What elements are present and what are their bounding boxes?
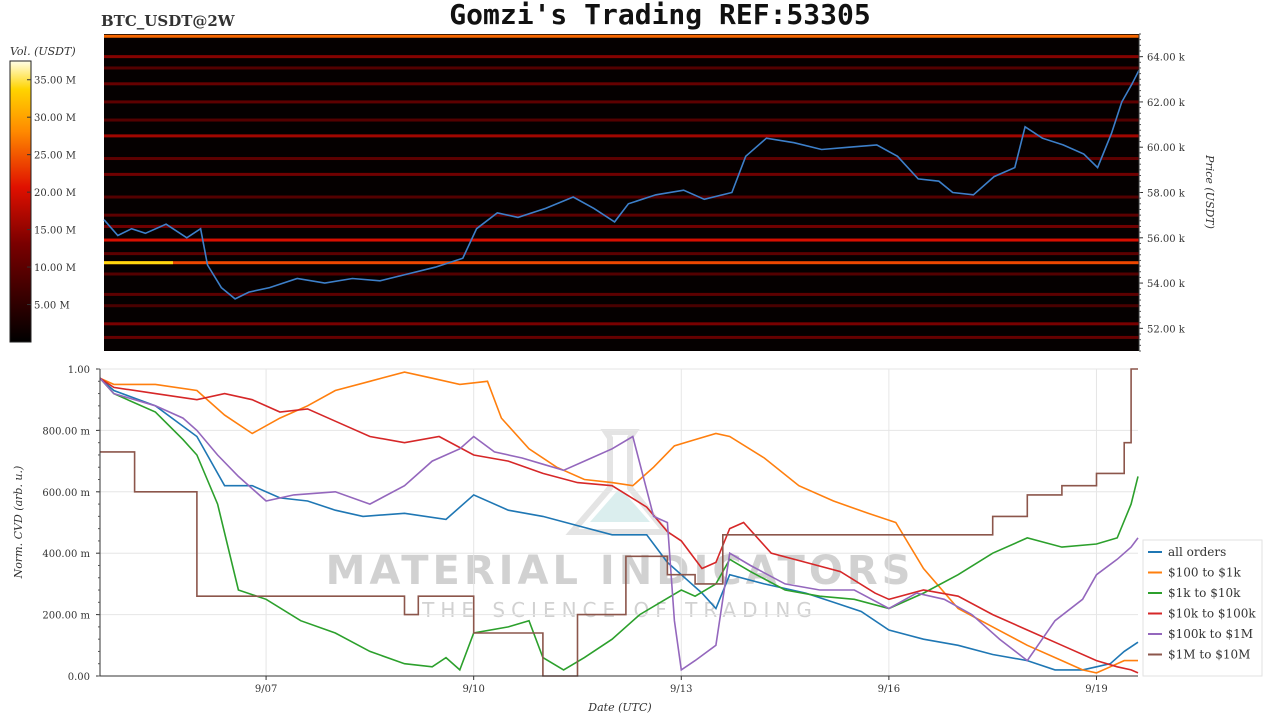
watermark-tagline: THE SCIENCE OF TRADING	[421, 598, 818, 622]
liquidity-level	[104, 252, 1139, 256]
liquidity-level	[104, 82, 1139, 86]
liquidity-level	[104, 238, 1139, 242]
y-tick-label: 600.00 m	[42, 488, 90, 499]
liquidity-level	[104, 55, 1139, 59]
legend: all orders $100 to $1k $1k to $10k $10k to …	[1142, 539, 1263, 677]
series-line	[99, 377, 1139, 671]
colorbar-tick-label: 30.00 M	[34, 113, 76, 124]
liquidity-level	[104, 34, 1139, 38]
liquidity-levels	[104, 34, 1139, 339]
colorbar-tick-label: 35.00 M	[34, 76, 76, 87]
x-tick-label: 9/07	[255, 684, 277, 695]
legend-item: $1k to $10k	[1168, 586, 1241, 600]
liquidity-level	[104, 157, 1139, 161]
legend-box	[1142, 539, 1263, 677]
heatmap-panel: 52.00 k 54.00 k 56.00 k 58.00 k 60.00 k 62.00…	[103, 33, 1216, 352]
legend-item: $100 to $1k	[1168, 566, 1241, 580]
y-tick-label: 400.00 m	[42, 549, 90, 560]
colorbar-label: Vol. (USDT)	[10, 45, 76, 58]
watermark-brand: MATERIAL INDICATORS	[326, 548, 915, 594]
series-line	[99, 371, 1138, 674]
series-line	[99, 377, 1139, 672]
watermark: MATERIAL INDICATORS THE SCIENCE OF TRADI…	[326, 429, 915, 622]
liquidity-level	[104, 292, 1139, 296]
colorbar-tick-label: 10.00 M	[34, 263, 76, 274]
series-line	[100, 368, 1138, 677]
liquidity-level	[104, 272, 1139, 276]
x-tick-label: 9/10	[462, 684, 484, 695]
page-title: Gomzi's Trading REF:53305	[449, 0, 870, 31]
liquidity-level	[104, 335, 1139, 339]
colorbar-tick-label: 15.00 M	[34, 226, 76, 237]
legend-item: $10k to $100k	[1168, 607, 1256, 621]
colorbar-ticks: 5.00 M 10.00 M 15.00 M 20.00 M 25.00 M 30.00 …	[27, 76, 76, 312]
liquidity-level	[104, 304, 1139, 308]
liquidity-level	[104, 100, 1139, 104]
y-tick-label: 800.00 m	[42, 426, 90, 437]
price-axis: 52.00 k 54.00 k 56.00 k 58.00 k 60.00 k 62.00…	[1138, 33, 1186, 352]
price-tick-label: 64.00 k	[1147, 53, 1186, 64]
liquidity-level	[104, 134, 1139, 138]
y-tick-label: 0.00	[68, 672, 90, 683]
liquidity-level	[104, 213, 1139, 217]
flask-liquid-icon	[590, 490, 650, 522]
price-tick-label: 58.00 k	[1147, 189, 1186, 200]
colorbar-gradient	[9, 60, 32, 343]
liquidity-level	[104, 261, 173, 265]
colorbar-tick-label: 5.00 M	[34, 301, 70, 312]
liquidity-level	[104, 322, 1139, 326]
y-tick-label: 1.00	[68, 365, 90, 376]
liquidity-level	[104, 224, 1139, 228]
liquidity-level	[104, 66, 1139, 70]
heatmap-background	[104, 34, 1139, 351]
series-line	[99, 377, 1139, 674]
cvd-grid	[100, 368, 1138, 677]
liquidity-level	[104, 261, 1139, 265]
liquidity-level	[104, 195, 1139, 199]
y-tick-label: 200.00 m	[42, 611, 90, 622]
liquidity-level	[104, 172, 1139, 176]
x-axis-label: Date (UTC)	[587, 701, 651, 714]
colorbar: Vol. (USDT) 5.00 M 10.00 M 15.00 M 20.00 M 2…	[9, 45, 76, 343]
colorbar-tick-label: 25.00 M	[34, 151, 76, 162]
legend-item: $100k to $1M	[1168, 627, 1253, 641]
price-tick-label: 62.00 k	[1147, 98, 1186, 109]
price-tick-label: 60.00 k	[1147, 143, 1186, 154]
legend-item: all orders	[1168, 545, 1226, 559]
x-tick-label: 9/13	[670, 684, 692, 695]
price-tick-label: 54.00 k	[1147, 279, 1186, 290]
cvd-series	[99, 368, 1139, 677]
cvd-panel: 0.00 200.00 m 400.00 m 600.00 m 800.00 m 1.00…	[12, 365, 1263, 714]
liquidity-level	[104, 118, 1139, 122]
legend-item: $1M to $10M	[1168, 648, 1250, 662]
colorbar-tick-label: 20.00 M	[34, 188, 76, 199]
price-tick-label: 56.00 k	[1147, 234, 1186, 245]
flask-icon	[565, 429, 673, 535]
series-line	[99, 377, 1139, 672]
y-axis-label: Norm. CVD (arb. u.)	[12, 466, 25, 580]
cvd-axes: 0.00 200.00 m 400.00 m 600.00 m 800.00 m 1.00…	[42, 365, 1138, 695]
price-line	[103, 69, 1140, 300]
price-axis-label: Price (USDT)	[1203, 154, 1216, 229]
price-tick-label: 52.00 k	[1147, 324, 1186, 335]
x-tick-label: 9/19	[1085, 684, 1107, 695]
x-tick-label: 9/16	[878, 684, 900, 695]
ticker-label: BTC_USDT@2W	[101, 12, 236, 30]
